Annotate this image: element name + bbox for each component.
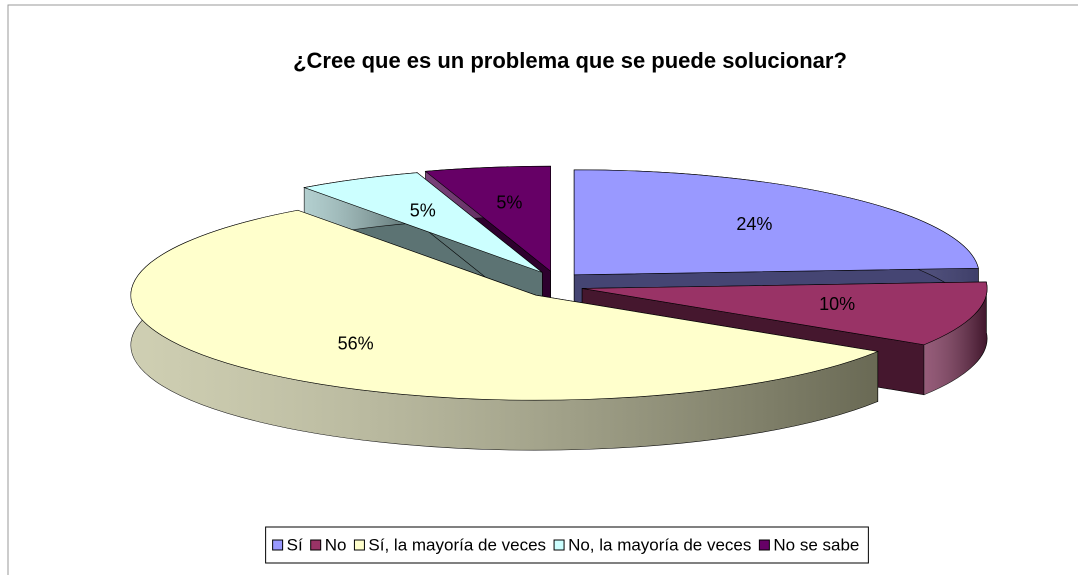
slice bbox=[424, 165, 551, 272]
slice bbox=[303, 172, 543, 273]
legend-swatch bbox=[553, 539, 565, 551]
legend-label: No se sabe bbox=[773, 535, 859, 554]
data-label: 5% bbox=[496, 193, 522, 213]
data-label: 56% bbox=[338, 334, 374, 354]
slice bbox=[130, 209, 879, 401]
slice-side bbox=[130, 210, 878, 451]
legend-label: Sí bbox=[287, 535, 303, 554]
legend-swatch bbox=[310, 539, 322, 551]
legend-label: No bbox=[325, 535, 347, 554]
chart-title: ¿Cree que es un problema que se puede so… bbox=[293, 48, 847, 73]
legend-swatch bbox=[353, 539, 365, 551]
slice bbox=[582, 281, 988, 346]
legend-label: No, la mayoría de veces bbox=[568, 535, 751, 554]
data-label: 5% bbox=[410, 200, 436, 220]
data-label: 10% bbox=[819, 294, 855, 314]
legend: Sí No Sí, la mayoría de veces No, la mayorí… bbox=[272, 535, 859, 554]
legend-label: Sí, la mayoría de veces bbox=[368, 535, 546, 554]
slice-side bbox=[924, 281, 988, 395]
data-label: 24% bbox=[736, 214, 772, 234]
legend-swatch bbox=[272, 539, 284, 551]
slice bbox=[573, 169, 979, 276]
legend-swatch bbox=[758, 539, 770, 551]
pie: 24% 10% 56% 5% 5% bbox=[130, 165, 988, 451]
